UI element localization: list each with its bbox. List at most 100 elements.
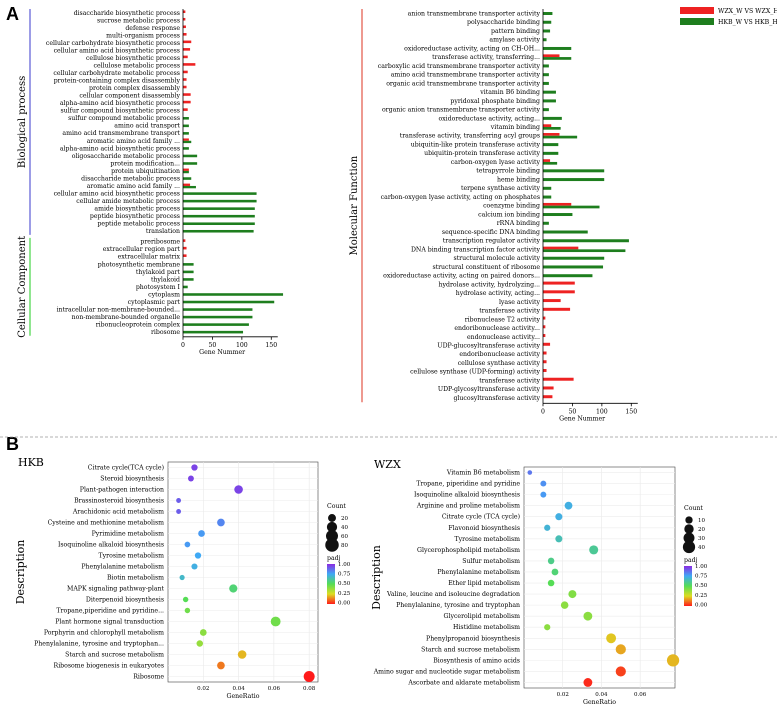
bar-red [183,17,186,21]
group-label: Cellular Component [17,236,28,338]
term-label: ubiquitin-like protein transferase activ… [411,141,541,148]
dot [194,552,202,559]
dot [544,524,551,531]
term-label: Glycerophospholipid metabolism [417,547,520,554]
term-label: transferase activity, transferring... [432,54,540,61]
term-label: cellular amino acid biosynthetic process [54,190,180,197]
term-label: heme binding [497,176,540,183]
bar-green [183,170,189,174]
term-label: transferase activity [479,377,540,384]
dot [615,644,626,655]
count-legend-label: 40 [341,525,348,531]
padj-legend-title: padj [684,557,698,564]
bar-red [543,54,560,58]
term-label: cellulose metabolic process [94,62,180,69]
bar-red [183,25,186,29]
term-label: Steroid biosynthesis [100,476,164,483]
x-tick-label: 0.06 [634,692,647,698]
bar-green [543,178,605,182]
term-label: defense response [125,25,180,32]
bar-green [183,117,189,120]
dot [551,568,559,576]
term-label: Citrate cycle(TCA cycle) [88,465,164,472]
x-tick-label: 0.04 [595,692,608,698]
bar-green [183,214,255,218]
bar-red [183,246,187,250]
dot [606,633,617,644]
term-label: pattern binding [491,28,540,35]
bar-red [183,63,196,66]
term-label: calcium ion binding [478,211,540,218]
dot [540,491,547,498]
legend-label-red: WZX_W VS WZX_H [718,8,777,15]
term-label: alpha-amino acid biosynthetic process [60,100,180,107]
bar-green [183,192,257,195]
term-label: organic acid transmembrane transporter a… [386,80,540,87]
bar-green [543,274,593,278]
bar-green [543,143,559,147]
bar-red [183,168,189,171]
bar-green [543,46,572,50]
term-label: Phenylalanine metabolism [81,564,164,571]
bar-red [543,334,546,338]
term-label: Ribosome [133,674,164,681]
term-label: extracellular region part [103,246,181,253]
term-label: DNA binding transcription factor activit… [411,246,541,253]
term-label: Phenylalanine, tyrosine and tryptophan..… [34,641,164,648]
term-label: ribonucleoprotein complex [96,321,181,328]
term-label: Ascorbate and aldarate metabolism [407,679,520,686]
bar-green [183,330,244,334]
x-tick-label: 100 [236,342,248,349]
term-label: sucrose metabolic process [97,17,180,24]
x-axis-title: GeneRatio [227,693,260,700]
dot [179,574,185,581]
bar-green [183,315,253,319]
term-label: Tyrosine metabolism [99,553,165,560]
bar-green [543,221,549,225]
term-label: polysaccharide binding [467,19,540,26]
padj-tick-label: 0.75 [695,574,708,580]
bar-green [543,169,605,173]
bar-green [183,132,189,135]
bar-green [183,177,192,180]
term-label: cellulose biosynthetic process [86,55,180,62]
padj-tick-label: 0.75 [338,572,351,578]
panel-a-label: A [6,4,19,24]
count-legend-dot [325,538,339,552]
term-label: Brassinosteroid biosynthesis [74,498,164,505]
term-label: Plant-pathogen interaction [80,487,164,494]
term-label: Starch and sucrose metabolism [65,652,164,659]
dot-chart-title: WZX [374,458,401,471]
bar-green [543,99,556,103]
term-label: MAPK signaling pathway-plant [67,586,165,593]
term-label: amide biosynthetic process [94,206,180,213]
term-label: UDP-glycosyltransferase activity [438,386,541,393]
term-label: glucosyltransferase activity [453,395,540,402]
bar-red [183,70,188,74]
term-label: amylase activity [489,37,540,44]
bar-green [183,278,194,281]
go-right-chart: anion transmembrane transporter activity… [349,7,777,422]
term-label: endoribonuclease activity [459,351,540,358]
dot [583,678,593,687]
term-label: amino acid transport [114,123,180,130]
bar-red [543,325,546,329]
bar-red [543,159,551,162]
term-label: UDP-glucosyltransferase activity [437,342,540,349]
term-label: photosystem I [136,284,181,291]
term-label: Arachidonic acid metabolism [72,509,164,516]
bar-green [543,20,552,24]
term-label: Isoquinoline alkaloid biosynthesis [414,492,520,499]
term-label: protein-containing complex disassembly [54,78,181,85]
term-label: photosynthetic membrane [98,261,181,268]
term-label: Phenylpropanoid biosynthesis [426,635,520,642]
count-legend-dot [326,521,338,533]
term-label: cellular amino acid biosynthetic process [54,47,180,54]
bar-red [183,78,187,81]
bar-red [543,351,547,355]
bar-green [543,249,626,253]
dot [191,563,198,570]
dot [568,590,577,599]
dot [191,464,198,471]
term-label: sulfur compound metabolic process [68,115,180,122]
